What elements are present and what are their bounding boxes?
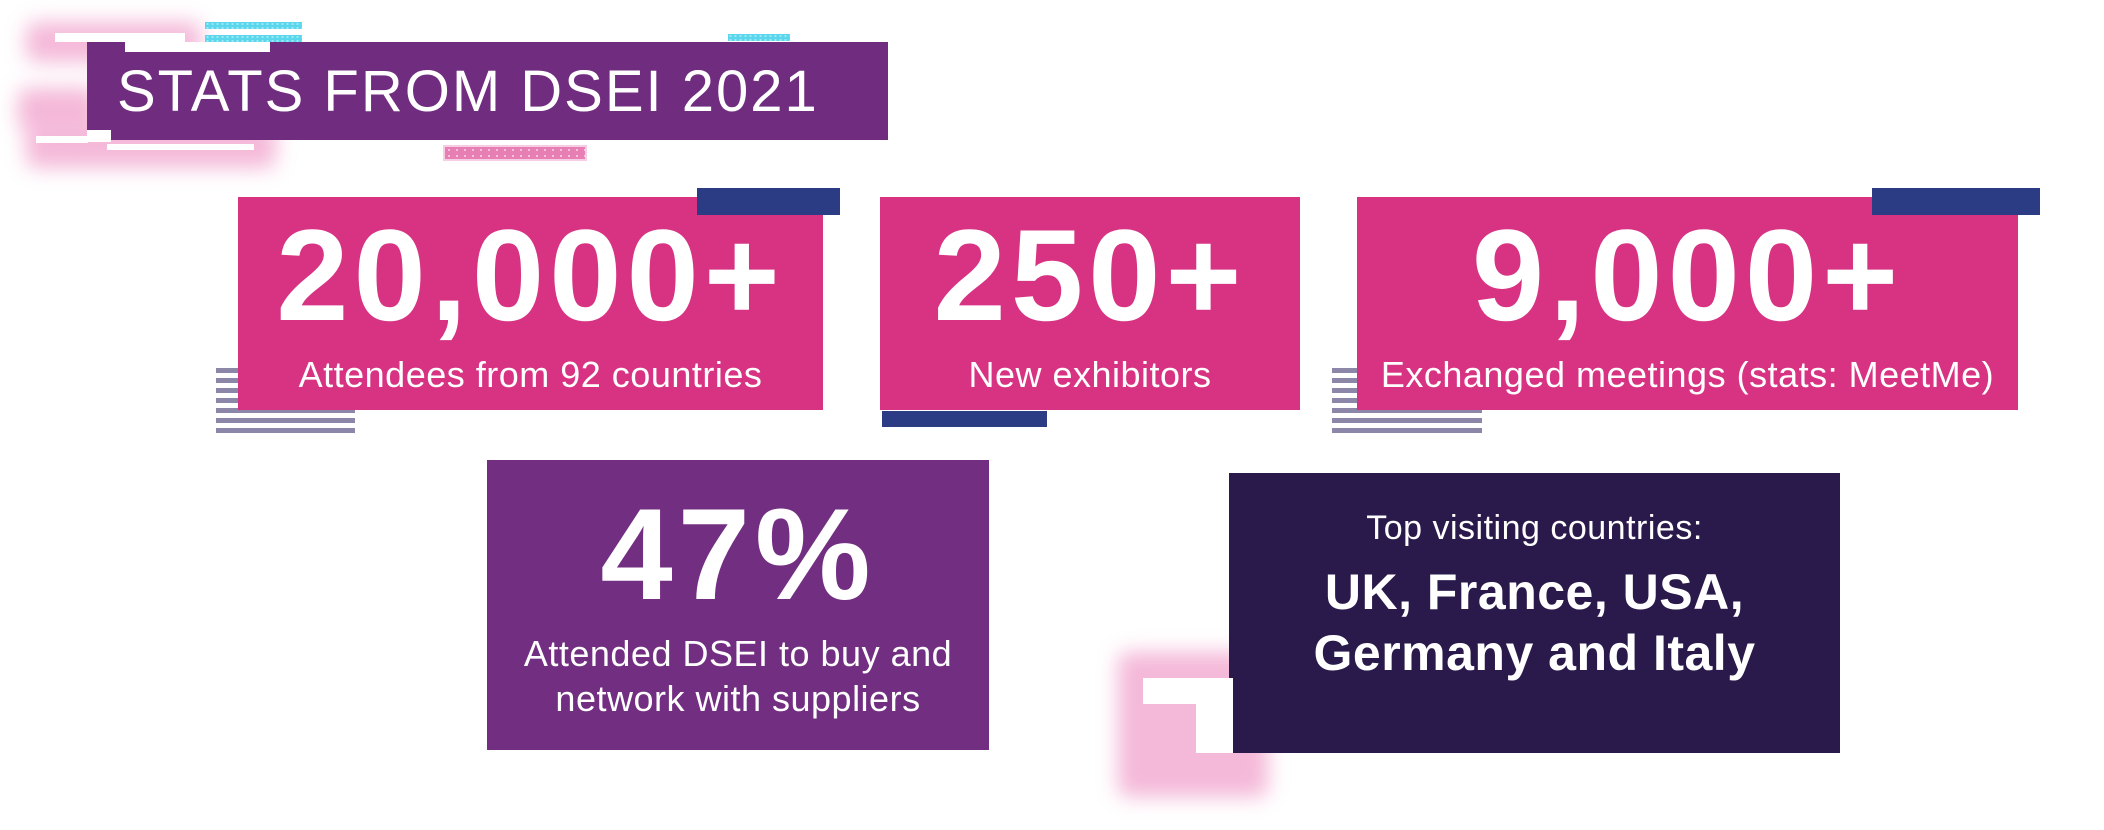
stat-label-meetings: Exchanged meetings (stats: MeetMe) (1380, 354, 1995, 395)
cyan-bar-decoration-1 (205, 22, 302, 29)
stat-value-attendees: 20,000+ (276, 202, 785, 348)
stat-card-buy-network: 47% Attended DSEI to buy and network wit… (487, 460, 989, 750)
navy-accent-meetings (1872, 188, 2040, 215)
cyan-bar-decoration-3 (728, 34, 790, 41)
countries-line-2: Germany and Italy (1313, 624, 1756, 681)
countries-heading: Top visiting countries: (1366, 508, 1703, 547)
card-top-visiting-countries: Top visiting countries: UK, France, USA,… (1229, 473, 1840, 753)
pink-dotted-bar (443, 145, 587, 161)
stat-card-attendees: 20,000+ Attendees from 92 countries (238, 197, 823, 410)
stat-card-exhibitors: 250+ New exhibitors (880, 197, 1300, 410)
title-banner: STATS FROM DSEI 2021 (87, 42, 888, 140)
cyan-bar-decoration-2 (205, 35, 302, 42)
stat-card-meetings: 9,000+ Exchanged meetings (stats: MeetMe… (1357, 197, 2018, 410)
white-slit-bottom-left-2 (107, 144, 254, 150)
countries-line-1: UK, France, USA, (1324, 563, 1745, 620)
stat-label-attendees: Attendees from 92 countries (298, 354, 763, 395)
page-title: STATS FROM DSEI 2021 (117, 58, 819, 124)
navy-accent-exhibitors (882, 411, 1047, 427)
banner-notch-top (125, 42, 270, 52)
stat-value-meetings: 9,000+ (1471, 202, 1904, 348)
banner-notch-bottom-corner (87, 130, 111, 142)
stat-value-buy-network: 47% (600, 481, 876, 627)
stat-label-exhibitors: New exhibitors (968, 354, 1212, 395)
navy-accent-attendees (697, 188, 840, 215)
stat-value-exhibitors: 250+ (933, 202, 1247, 348)
white-slit-bottom-left-1 (36, 136, 88, 143)
white-step-vertical (1196, 678, 1233, 753)
stat-label-buy-network: Attended DSEI to buy and network with su… (523, 633, 953, 719)
white-slit-top (55, 33, 185, 42)
